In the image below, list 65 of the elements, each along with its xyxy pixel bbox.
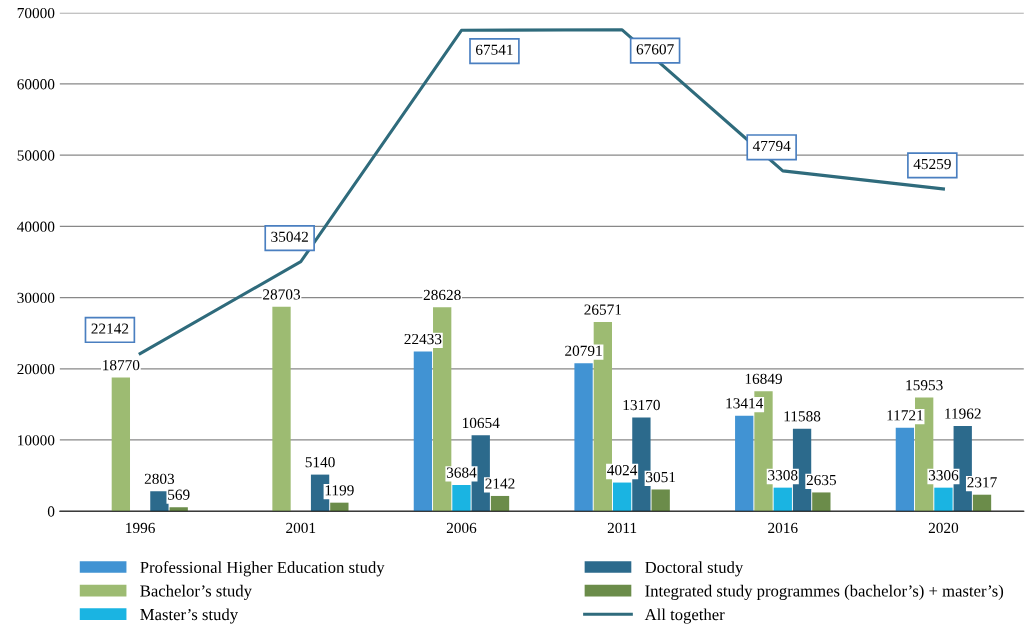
data-label: 67541 (476, 44, 513, 55)
data-label: 1199 (325, 485, 354, 496)
y-tick-label: 70000 (17, 7, 55, 19)
data-label: 2317 (967, 477, 997, 488)
legend-label: Doctoral study (645, 561, 744, 577)
data-label: 47794 (752, 140, 791, 152)
bar (169, 507, 188, 512)
y-tick-label: 10000 (18, 435, 55, 446)
y-tick-label: 60000 (17, 79, 55, 90)
x-tick-label: 2016 (768, 522, 798, 534)
x-tick-label: 2011 (607, 522, 637, 534)
bar (812, 492, 831, 512)
data-label: 11962 (945, 408, 981, 419)
bar (735, 415, 754, 512)
data-label: 28703 (263, 289, 301, 300)
data-label: 20791 (565, 345, 602, 356)
data-label: 18770 (103, 359, 140, 371)
data-label: 3684 (446, 467, 477, 478)
legend-label: Integrated study programmes (bachelor’s) + master’s) (645, 584, 1004, 601)
y-tick-label: 40000 (17, 221, 55, 232)
data-label: 2142 (485, 478, 515, 489)
data-label: 569 (168, 489, 190, 500)
y-tick-label: 30000 (17, 292, 55, 304)
data-label: 26571 (584, 304, 622, 315)
data-label: 3306 (928, 470, 959, 481)
data-label: 45259 (913, 158, 951, 170)
data-label: 2635 (806, 474, 837, 486)
data-label: 3051 (646, 471, 676, 483)
y-tick-label: 0 (47, 506, 55, 517)
bar (272, 306, 291, 512)
bar (574, 363, 593, 512)
data-label: 11721 (887, 410, 923, 421)
bar (490, 495, 510, 512)
data-label: 22142 (91, 323, 129, 334)
x-tick-label: 2006 (446, 522, 477, 534)
data-label: 10654 (462, 417, 500, 429)
x-tick-label: 2020 (928, 522, 959, 534)
data-label: 13414 (726, 398, 764, 409)
bar (111, 377, 131, 512)
data-label: 22433 (404, 333, 442, 345)
data-label: 35042 (271, 231, 308, 242)
bar (972, 494, 992, 512)
data-label: 3308 (768, 470, 798, 481)
x-tick-label: 1996 (126, 522, 155, 534)
data-label: 5140 (305, 457, 335, 468)
bar (651, 489, 670, 512)
legend-label: Master’s study (140, 608, 239, 624)
bar (895, 427, 915, 512)
bar (413, 351, 433, 512)
legend-label: Bachelor’s study (140, 584, 252, 601)
legend-label: Professional Higher Education study (140, 561, 385, 577)
data-label: 28628 (423, 289, 461, 301)
data-label: 4024 (607, 464, 638, 476)
legend-label: All together (644, 608, 725, 624)
x-tick-label: 2001 (286, 522, 316, 534)
y-tick-label: 20000 (17, 363, 55, 375)
bar (150, 491, 169, 512)
data-label: 16849 (745, 373, 782, 384)
data-label: 67607 (636, 44, 674, 55)
y-tick-label: 50000 (17, 150, 55, 161)
bar (330, 502, 349, 512)
data-label: 13170 (623, 399, 660, 411)
data-label: 11588 (784, 411, 821, 422)
data-label: 2803 (144, 473, 175, 484)
data-label: 15953 (906, 380, 943, 391)
